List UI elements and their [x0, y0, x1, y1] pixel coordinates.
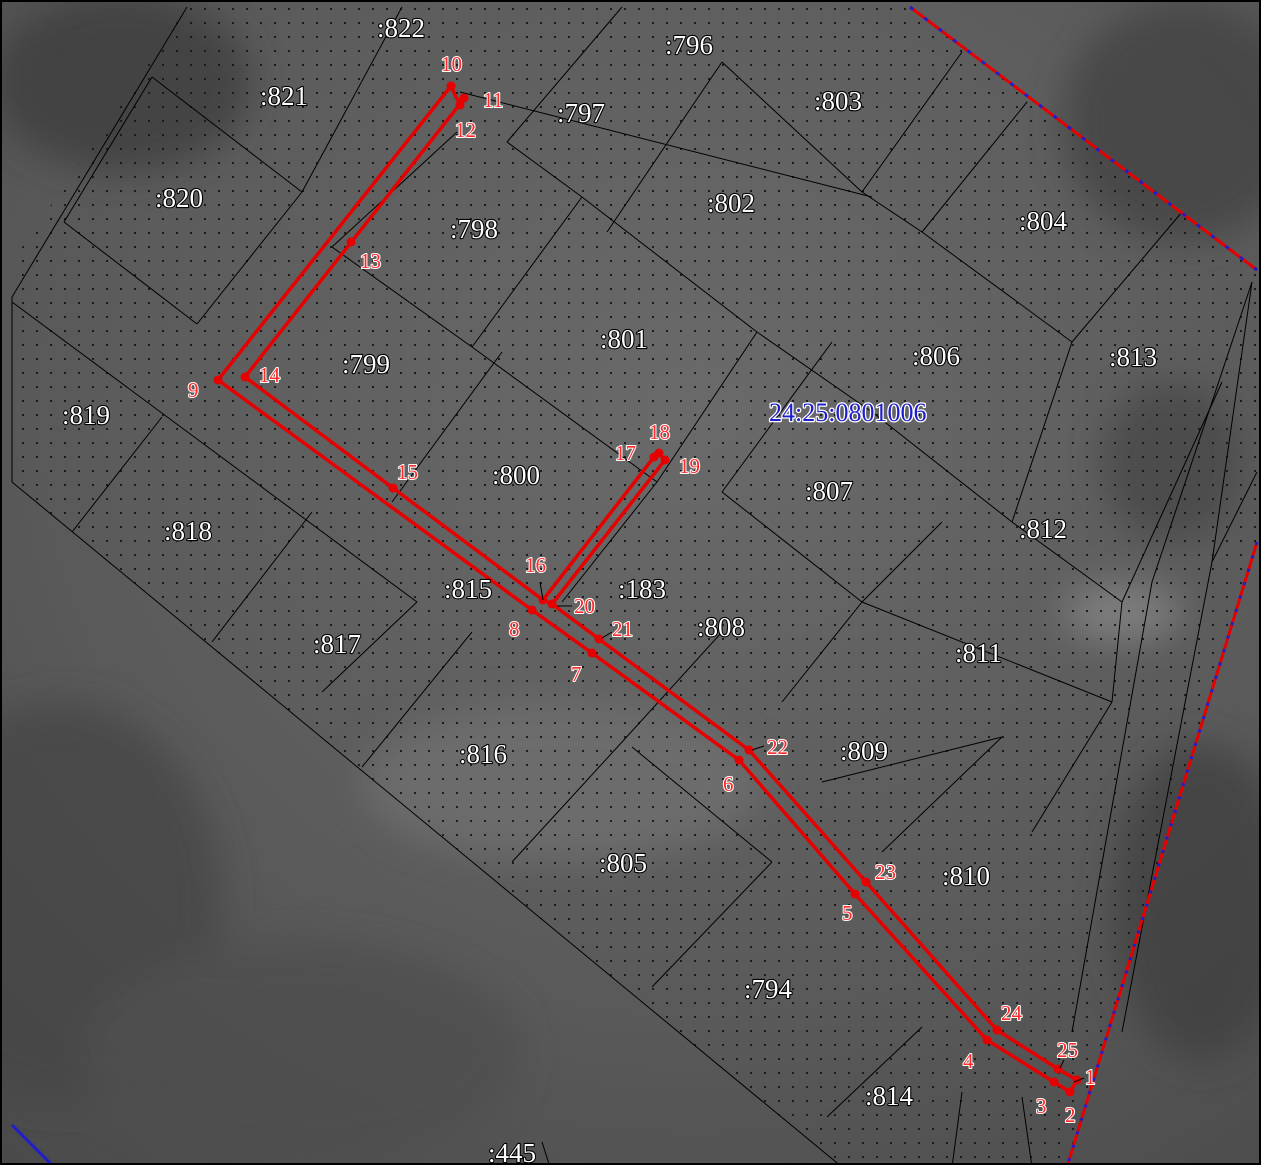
parcel-label-817: :817: [313, 629, 361, 659]
parcel-label-813: :813: [1109, 342, 1157, 372]
parcel-label-821: :821: [260, 81, 308, 111]
parcel-label-811: :811: [955, 638, 1002, 668]
parcel-label-797: :797: [557, 98, 605, 128]
point-label-9: 9: [188, 378, 199, 402]
point-label-17: 17: [615, 441, 636, 465]
parcel-label-819: :819: [62, 400, 110, 430]
vertex-24: [992, 1025, 1002, 1035]
parcel-label-808: :808: [697, 612, 745, 642]
vertex-6: [734, 755, 744, 765]
vertex-11: [459, 93, 469, 103]
vertex-21: [594, 634, 604, 644]
vertex-5: [850, 889, 860, 899]
point-label-5: 5: [842, 901, 853, 925]
point-label-12: 12: [455, 118, 476, 142]
parcel-boundaries: [11, 6, 1258, 1163]
label-leaders: [539, 581, 1085, 1083]
point-labels: 1 2 3 4 5 6 7 8 9 10 11 12 13 14 15 16 1…: [187, 51, 1097, 1128]
parcel-label-822: :822: [377, 13, 425, 43]
point-label-1: 1: [1085, 1065, 1096, 1089]
parcel-label-809: :809: [840, 736, 888, 766]
parcel-label-798: :798: [450, 214, 498, 244]
point-label-3: 3: [1036, 1094, 1047, 1118]
vertex-19: [660, 455, 670, 465]
vertex-12: [455, 100, 465, 110]
point-label-4: 4: [963, 1049, 974, 1073]
parcel-label-820: :820: [155, 183, 203, 213]
parcel-label-800: :800: [492, 460, 540, 490]
parcel-label-805: :805: [599, 848, 647, 878]
parcel-label-799: :799: [342, 349, 390, 379]
parcel-label-816: :816: [459, 739, 507, 769]
external-boundary-lines: [10, 5, 1259, 1163]
vertex-8: [527, 605, 537, 615]
parcel-label-802: :802: [707, 188, 755, 218]
point-label-19: 19: [679, 454, 700, 478]
vertex-10: [446, 81, 456, 91]
point-label-8: 8: [509, 617, 520, 641]
parcel-label-801: :801: [600, 324, 648, 354]
point-label-15: 15: [397, 460, 418, 484]
route-branch-line-a: [541, 455, 656, 602]
vertex-13: [346, 237, 356, 247]
point-label-16: 16: [525, 553, 546, 577]
point-label-10: 10: [441, 52, 462, 76]
vertex-15: [388, 483, 398, 493]
point-label-2: 2: [1065, 1103, 1076, 1127]
parcel-label-183: :183: [618, 574, 666, 604]
parcel-label-804: :804: [1019, 206, 1068, 236]
point-label-24: 24: [1001, 1001, 1023, 1025]
parcel-labels: :822 :796 :821 :797 :803 :820 :802 :798 …: [61, 12, 1158, 1165]
vertex-2: [1065, 1087, 1075, 1097]
vertex-7: [587, 648, 597, 658]
point-label-14: 14: [259, 363, 281, 387]
route-vertices: [213, 81, 1082, 1097]
vertex-4: [982, 1035, 992, 1045]
parcel-label-814: :814: [865, 1081, 914, 1111]
parcel-label-445: :445: [488, 1138, 536, 1165]
point-label-13: 13: [360, 249, 381, 273]
point-label-6: 6: [723, 772, 734, 796]
vertex-20: [547, 599, 557, 609]
point-label-23: 23: [875, 860, 896, 884]
parcel-label-812: :812: [1019, 514, 1067, 544]
parcel-label-806: :806: [912, 341, 960, 371]
vertex-9: [213, 375, 223, 385]
parcel-label-818: :818: [164, 516, 212, 546]
point-label-11: 11: [483, 88, 503, 112]
parcel-label-815: :815: [444, 574, 492, 604]
parcel-label-794: :794: [744, 974, 793, 1004]
route-branch-line-b: [550, 458, 667, 606]
vertex-14: [240, 372, 250, 382]
point-label-21: 21: [612, 617, 633, 641]
block-area: [12, 7, 1257, 1163]
parcel-label-796: :796: [665, 30, 713, 60]
point-label-20: 20: [574, 594, 595, 618]
vertex-3: [1049, 1077, 1059, 1087]
point-label-25: 25: [1057, 1038, 1078, 1062]
point-label-22: 22: [767, 735, 788, 759]
vertex-1: [1072, 1075, 1082, 1085]
vertex-22: [744, 745, 754, 755]
vertex-18: [654, 448, 664, 458]
cadastral-block-number: 24:25:0801006: [769, 398, 926, 427]
vertex-23: [861, 877, 871, 887]
parcel-label-810: :810: [942, 861, 990, 891]
point-label-18: 18: [649, 420, 670, 444]
point-label-7: 7: [571, 662, 582, 686]
parcel-label-803: :803: [814, 86, 862, 116]
parcel-label-807: :807: [805, 476, 853, 506]
